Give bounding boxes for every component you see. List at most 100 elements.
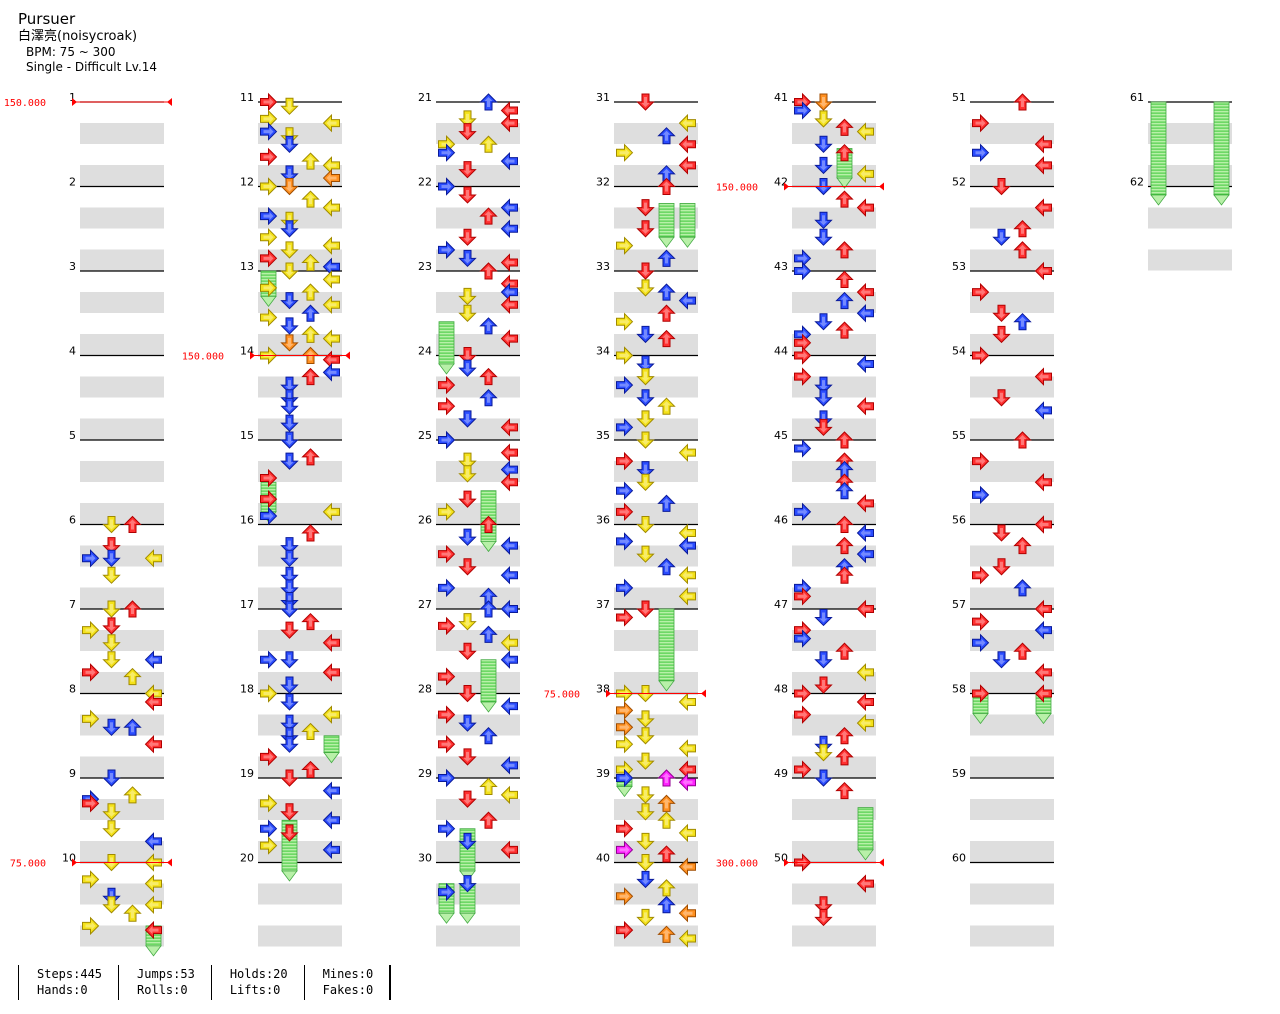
arrow-note-icon (280, 97, 299, 115)
arrow-note-icon (438, 705, 456, 724)
arrow-note-icon (500, 418, 518, 437)
arrow-note-icon (500, 650, 518, 669)
arrow-note-icon (260, 468, 278, 488)
arrow-note-icon (814, 110, 833, 128)
arrow-note-icon (102, 820, 121, 838)
arrow-note-icon (657, 558, 676, 576)
measure-60: 60 (952, 852, 1054, 947)
arrow-note-icon (82, 549, 100, 568)
arrow-note-icon (301, 612, 320, 631)
arrow-note-icon (458, 287, 477, 306)
bpm-change-marker: 75.000 (544, 689, 706, 701)
arrow-note-icon (856, 354, 874, 374)
song-header: Pursuer 白澤亮(noisycroak) BPM: 75 ~ 300 Si… (18, 10, 157, 75)
arrow-note-icon (458, 642, 477, 660)
bpm-value: 75.000 (10, 859, 46, 870)
arrow-note-icon (322, 198, 340, 217)
arrow-note-icon (500, 198, 518, 217)
arrow-note-icon (438, 578, 456, 598)
arrow-note-icon (479, 625, 498, 643)
arrow-note-icon (678, 443, 696, 462)
arrow-note-icon (1034, 198, 1052, 217)
measure-number: 54 (952, 345, 966, 358)
measure-62: 62 (1130, 176, 1232, 271)
arrow-note-icon (144, 920, 162, 940)
arrow-note-icon (856, 599, 874, 619)
arrow-note-icon (322, 168, 340, 188)
measure-11: 11 (240, 91, 342, 186)
arrow-note-icon (972, 143, 990, 162)
arrow-note-icon (458, 228, 477, 246)
arrow-note-icon (814, 135, 833, 153)
arrow-note-icon (657, 249, 676, 267)
measure-21: 21 (418, 91, 520, 186)
arrow-note-icon (500, 443, 518, 462)
arrow-note-icon (636, 803, 655, 821)
arrow-note-icon (1013, 93, 1032, 111)
arrow-note-icon (992, 325, 1011, 344)
arrow-note-icon (500, 696, 518, 716)
arrow-note-icon (835, 781, 854, 800)
arrow-note-icon (835, 727, 854, 745)
measure-50: 50 (774, 852, 876, 947)
arrow-note-icon (794, 261, 812, 281)
arrow-note-icon (479, 367, 498, 386)
arrow-note-icon (322, 811, 340, 830)
arrow-note-icon (856, 304, 874, 323)
arrow-note-icon (123, 904, 142, 922)
arrow-note-icon (835, 748, 854, 766)
arrow-note-icon (438, 616, 456, 636)
measure-18: 18 (240, 683, 342, 778)
measure-number: 55 (952, 429, 966, 442)
arrow-note-icon (260, 278, 278, 298)
arrow-note-icon (814, 651, 833, 669)
arrow-note-icon (82, 663, 100, 682)
hold-note (480, 659, 497, 713)
measure-51: 51 (952, 91, 1054, 186)
arrow-note-icon (458, 685, 477, 703)
arrow-note-icon (280, 376, 299, 394)
arrow-note-icon (636, 279, 655, 297)
arrow-note-icon (678, 291, 696, 310)
arrow-note-icon (678, 857, 696, 876)
measure-53: 53 (952, 260, 1054, 355)
arrow-note-icon (458, 110, 477, 128)
arrow-note-icon (678, 903, 696, 923)
measure-number: 7 (69, 598, 76, 611)
chart-stats: Steps:445 Hands:0 Jumps:53 Rolls:0 Holds:20 L… (18, 965, 392, 1001)
arrow-note-icon (322, 840, 340, 860)
arrow-note-icon (280, 397, 299, 415)
arrow-note-icon (657, 177, 676, 195)
stat-line: Fakes:0 (322, 982, 374, 997)
arrow-note-icon (636, 786, 655, 804)
arrow-note-icon (458, 490, 477, 508)
arrow-note-icon (458, 613, 477, 631)
measure-number: 35 (596, 429, 610, 442)
arrow-note-icon (123, 667, 142, 686)
arrow-note-icon (458, 304, 477, 322)
measure-49: 49 (774, 767, 876, 862)
arrow-note-icon (500, 565, 518, 585)
arrow-note-icon (280, 600, 299, 618)
arrow-note-icon (458, 832, 477, 851)
arrow-note-icon (972, 633, 990, 653)
arrow-note-icon (636, 545, 655, 563)
arrow-note-icon (102, 600, 121, 618)
measure-number: 29 (418, 767, 432, 780)
stat-line: Jumps:53 (137, 967, 195, 981)
measure-number: 37 (596, 598, 610, 611)
arrow-note-icon (657, 811, 676, 829)
arrow-note-icon (1013, 579, 1032, 597)
arrow-note-icon (636, 355, 655, 373)
arrow-note-icon (636, 262, 655, 280)
arrow-note-icon (500, 840, 518, 860)
arrow-note-icon (280, 735, 299, 753)
hold-note (438, 321, 455, 375)
arrow-note-icon (616, 578, 634, 598)
arrow-note-icon (657, 925, 676, 943)
measure-number: 40 (596, 852, 610, 865)
stat-line: Hands:0 (37, 982, 88, 997)
arrow-note-icon (322, 663, 340, 682)
arrow-note-icon (301, 304, 320, 322)
